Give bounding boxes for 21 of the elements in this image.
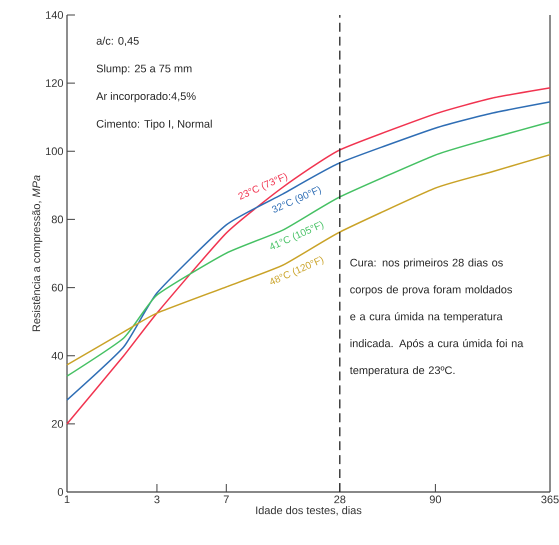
x-tick-label: 365: [541, 496, 559, 504]
y-tick-label: 40: [52, 352, 64, 360]
annotation: Cimento: Tipo I, Normal: [96, 120, 212, 130]
y-tick-label: 0: [58, 488, 64, 496]
text: Cura: nos primeiros 28 dias os corpos de prova foram moldados e a cura úmida na temperatura indicada. Após a cura úmida foi na temperatura de 23ºC.: [350, 258, 524, 376]
x-tick-label: 7: [224, 496, 229, 504]
x-tick-label: 28: [334, 496, 346, 504]
x-axis-title: Idade dos testes, dias: [256, 506, 362, 516]
y-tick-label: 140: [46, 11, 64, 19]
y-tick-label: 60: [52, 284, 64, 292]
annotation: a/c: 0,45: [96, 36, 139, 46]
y-axis-title: Resistência a compressão, MPa: [32, 175, 42, 332]
y-tick-label: 80: [52, 216, 64, 224]
y-tick-label: 20: [52, 420, 64, 428]
annotation: Slump: 25 a 75 mm: [96, 64, 192, 75]
annotation: Ar incorporado:4,5%: [96, 92, 196, 102]
x-tick-label: 90: [430, 496, 442, 504]
y-tick-label: 100: [46, 147, 64, 156]
y-tick-label: 120: [46, 79, 64, 88]
x-tick-label: 1: [64, 496, 70, 504]
x-tick-label: 3: [154, 496, 160, 504]
